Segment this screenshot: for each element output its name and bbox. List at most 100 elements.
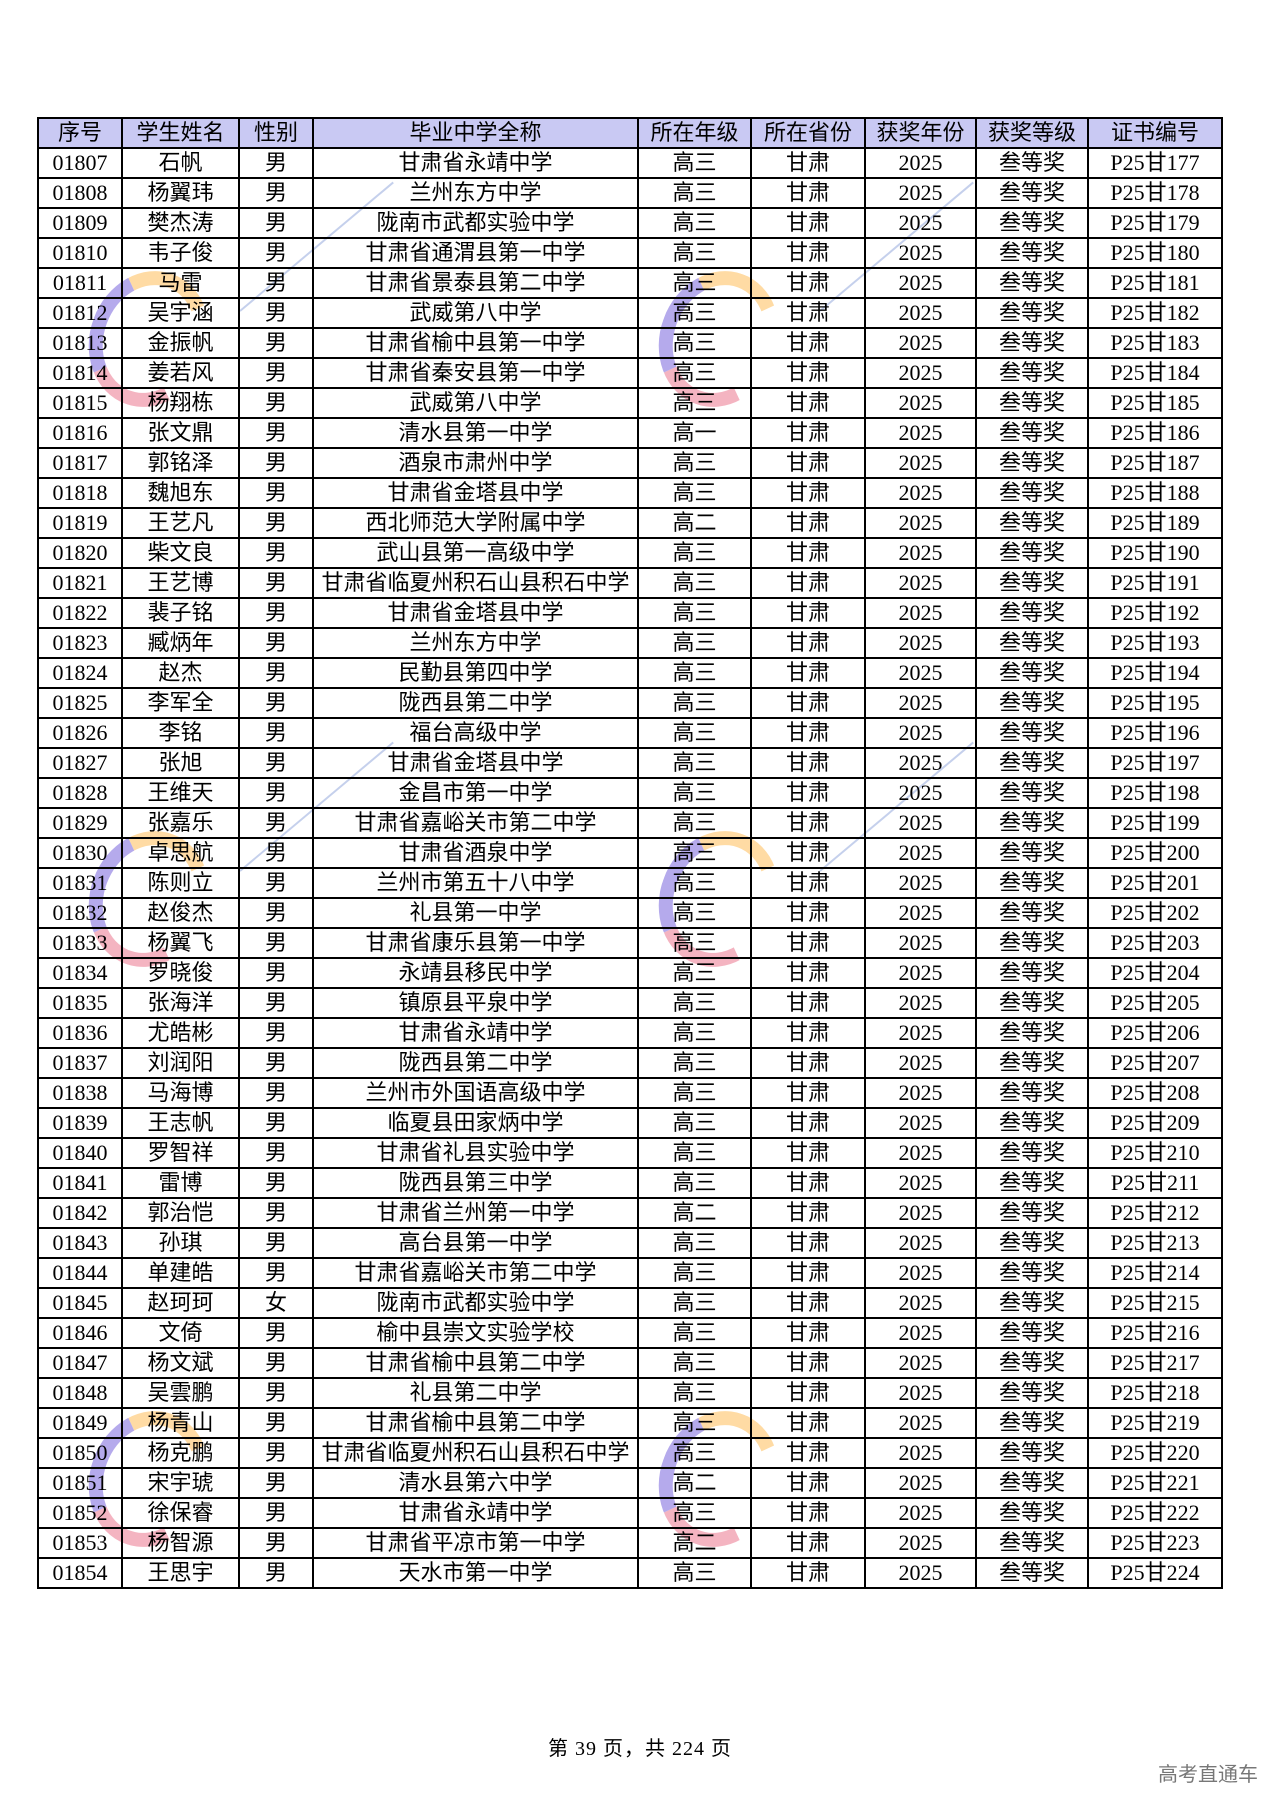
cell-serial: 01820 <box>37 537 123 569</box>
cell-student-name: 王思宇 <box>121 1557 240 1589</box>
cell-award-year: 2025 <box>864 477 977 509</box>
cell-province: 甘肃 <box>750 177 866 209</box>
cell-student-name: 姜若风 <box>121 357 240 389</box>
cell-award-year: 2025 <box>864 1197 977 1229</box>
cell-award-year: 2025 <box>864 627 977 659</box>
brand-watermark: 高考直通车 <box>1158 1762 1258 1786</box>
cell-school: 兰州市第五十八中学 <box>312 867 639 899</box>
cell-certificate-no: P25甘223 <box>1087 1527 1223 1559</box>
cell-certificate-no: P25甘198 <box>1087 777 1223 809</box>
cell-gender: 男 <box>238 447 314 479</box>
cell-gender: 男 <box>238 1167 314 1199</box>
cell-gender: 男 <box>238 1437 314 1469</box>
table-row: 01834 罗晓俊男永靖县移民中学 高三 甘肃 2025 叁等奖 P25甘204 <box>37 957 1223 989</box>
cell-award-level: 叁等奖 <box>975 1317 1089 1349</box>
cell-grade: 高三 <box>637 897 752 929</box>
cell-student-name: 罗晓俊 <box>121 957 240 989</box>
cell-gender: 女 <box>238 1287 314 1319</box>
cell-award-year: 2025 <box>864 1137 977 1169</box>
cell-certificate-no: P25甘188 <box>1087 477 1223 509</box>
cell-serial: 01822 <box>37 597 123 629</box>
cell-award-level: 叁等奖 <box>975 897 1089 929</box>
cell-certificate-no: P25甘206 <box>1087 1017 1223 1049</box>
cell-award-year: 2025 <box>864 1497 977 1529</box>
cell-grade: 高三 <box>637 357 752 389</box>
cell-school: 陇西县第二中学 <box>312 687 639 719</box>
cell-student-name: 郭铭泽 <box>121 447 240 479</box>
cell-school: 酒泉市肃州中学 <box>312 447 639 479</box>
cell-school: 甘肃省临夏州积石山县积石中学 <box>312 1437 639 1469</box>
cell-certificate-no: P25甘216 <box>1087 1317 1223 1349</box>
cell-gender: 男 <box>238 1197 314 1229</box>
cell-gender: 男 <box>238 567 314 599</box>
cell-serial: 01830 <box>37 837 123 869</box>
cell-gender: 男 <box>238 747 314 779</box>
cell-certificate-no: P25甘200 <box>1087 837 1223 869</box>
cell-award-level: 叁等奖 <box>975 177 1089 209</box>
cell-award-level: 叁等奖 <box>975 477 1089 509</box>
table-row: 01825 李军全男陇西县第二中学 高三 甘肃 2025 叁等奖 P25甘195 <box>37 687 1223 719</box>
cell-school: 陇西县第三中学 <box>312 1167 639 1199</box>
cell-award-year: 2025 <box>864 1437 977 1469</box>
cell-serial: 01854 <box>37 1557 123 1589</box>
cell-serial: 01845 <box>37 1287 123 1319</box>
table-row: 01839 王志帆男临夏县田家炳中学 高三 甘肃 2025 叁等奖 P25甘209 <box>37 1107 1223 1139</box>
cell-certificate-no: P25甘211 <box>1087 1167 1223 1199</box>
cell-serial: 01850 <box>37 1437 123 1469</box>
cell-gender: 男 <box>238 327 314 359</box>
cell-grade: 高三 <box>637 327 752 359</box>
cell-gender: 男 <box>238 717 314 749</box>
cell-award-year: 2025 <box>864 237 977 269</box>
cell-certificate-no: P25甘213 <box>1087 1227 1223 1259</box>
cell-school: 甘肃省嘉峪关市第二中学 <box>312 1257 639 1289</box>
table-row: 01821 王艺博男甘肃省临夏州积石山县积石中学 高三 甘肃 2025 叁等奖 P25甘19… <box>37 567 1223 599</box>
cell-certificate-no: P25甘194 <box>1087 657 1223 689</box>
cell-student-name: 陈则立 <box>121 867 240 899</box>
cell-award-level: 叁等奖 <box>975 1347 1089 1379</box>
cell-serial: 01808 <box>37 177 123 209</box>
header-award-level: 获奖等级 <box>975 117 1089 149</box>
table-row: 01828 王维天男金昌市第一中学 高三 甘肃 2025 叁等奖 P25甘198 <box>37 777 1223 809</box>
table-row: 01824 赵杰男民勤县第四中学 高三 甘肃 2025 叁等奖 P25甘194 <box>37 657 1223 689</box>
header-student-name: 学生姓名 <box>121 117 240 149</box>
cell-certificate-no: P25甘187 <box>1087 447 1223 479</box>
cell-student-name: 尤皓彬 <box>121 1017 240 1049</box>
cell-grade: 高三 <box>637 177 752 209</box>
cell-certificate-no: P25甘178 <box>1087 177 1223 209</box>
header-grade: 所在年级 <box>637 117 752 149</box>
cell-grade: 高三 <box>637 1377 752 1409</box>
cell-student-name: 张文鼎 <box>121 417 240 449</box>
cell-award-level: 叁等奖 <box>975 1287 1089 1319</box>
cell-province: 甘肃 <box>750 1047 866 1079</box>
cell-student-name: 罗智祥 <box>121 1137 240 1169</box>
cell-student-name: 孙琪 <box>121 1227 240 1259</box>
table-row: 01852 徐保睿男甘肃省永靖中学 高三 甘肃 2025 叁等奖 P25甘222 <box>37 1497 1223 1529</box>
cell-province: 甘肃 <box>750 537 866 569</box>
cell-gender: 男 <box>238 1407 314 1439</box>
cell-serial: 01836 <box>37 1017 123 1049</box>
cell-serial: 01837 <box>37 1047 123 1079</box>
cell-province: 甘肃 <box>750 1527 866 1559</box>
cell-certificate-no: P25甘184 <box>1087 357 1223 389</box>
cell-award-year: 2025 <box>864 1527 977 1559</box>
cell-grade: 高三 <box>637 837 752 869</box>
cell-serial: 01829 <box>37 807 123 839</box>
cell-award-year: 2025 <box>864 177 977 209</box>
cell-serial: 01831 <box>37 867 123 899</box>
cell-gender: 男 <box>238 837 314 869</box>
cell-school: 甘肃省兰州第一中学 <box>312 1197 639 1229</box>
cell-grade: 高三 <box>637 627 752 659</box>
cell-grade: 高三 <box>637 447 752 479</box>
cell-student-name: 吴雲鹏 <box>121 1377 240 1409</box>
cell-student-name: 卓思航 <box>121 837 240 869</box>
cell-school: 兰州东方中学 <box>312 627 639 659</box>
cell-award-year: 2025 <box>864 1227 977 1259</box>
cell-student-name: 文倚 <box>121 1317 240 1349</box>
cell-serial: 01844 <box>37 1257 123 1289</box>
cell-gender: 男 <box>238 1497 314 1529</box>
cell-province: 甘肃 <box>750 357 866 389</box>
cell-gender: 男 <box>238 987 314 1019</box>
cell-serial: 01851 <box>37 1467 123 1499</box>
cell-school: 清水县第六中学 <box>312 1467 639 1499</box>
cell-grade: 高三 <box>637 1497 752 1529</box>
